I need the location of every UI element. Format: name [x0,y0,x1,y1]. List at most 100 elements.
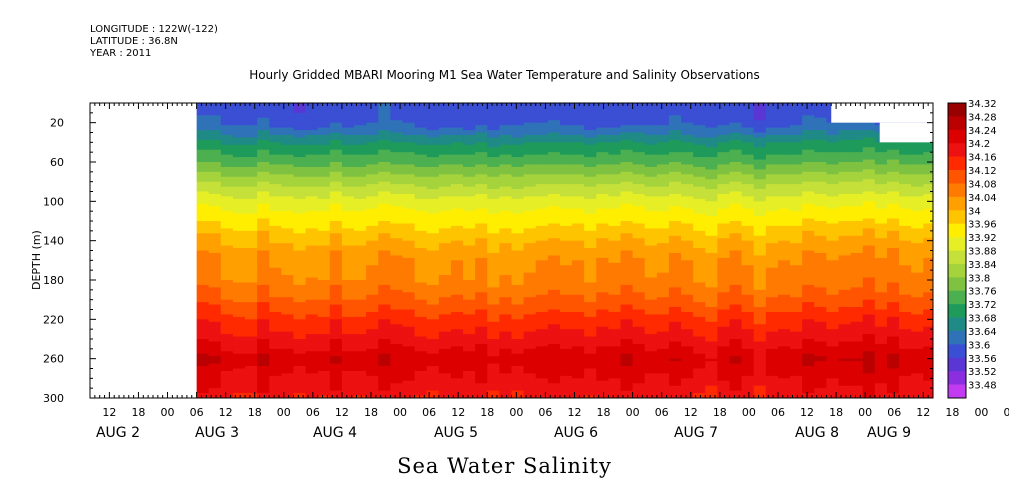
heatmap-cell [572,265,585,269]
heatmap-cell [620,358,634,362]
heatmap-cell [208,361,222,365]
heatmap-cell [196,277,210,281]
heatmap-cell [426,171,440,175]
heatmap-cell [450,144,464,148]
heatmap-cell [208,341,222,345]
heatmap-cell [329,304,343,308]
heatmap-cell [523,252,537,257]
heatmap-cell [426,380,440,384]
heatmap-cell [232,341,246,345]
heatmap-cell [620,302,634,306]
heatmap-cell [317,395,331,398]
heatmap-cell [245,277,258,281]
heatmap-cell [257,331,270,335]
heatmap-cell [632,314,646,318]
heatmap-cell [378,132,391,136]
heatmap-cell [354,280,367,284]
heatmap-cell [547,110,561,114]
heatmap-cell [620,314,634,318]
heatmap-cell [620,228,634,232]
heatmap-cell [305,361,319,365]
heatmap-cell [220,346,234,350]
heatmap-cell [257,267,270,271]
heatmap-cell [668,203,682,207]
heatmap-cell [620,378,634,382]
heatmap-cell [620,112,634,116]
heatmap-cell [438,120,452,124]
heatmap-cell [402,125,416,129]
heatmap-cell [390,208,404,212]
heatmap-cell [317,324,331,328]
heatmap-cell [584,221,597,225]
heatmap-cell [414,319,428,323]
heatmap-cell [681,193,694,198]
heatmap-cell [390,361,404,365]
heatmap-cell [644,348,658,352]
heatmap-cell [305,179,319,183]
heatmap-cell [305,193,319,198]
heatmap-cell [245,142,258,146]
heatmap-cell [584,127,597,131]
heatmap-cell [559,294,573,298]
heatmap-cell [572,343,585,347]
heatmap-cell [281,181,295,185]
heatmap-cell [402,294,416,298]
heatmap-cell [390,343,404,347]
heatmap-cell [450,289,464,293]
heatmap-cell [414,294,428,298]
heatmap-cell [245,255,258,259]
heatmap-cell [281,184,295,188]
heatmap-cell [269,223,282,227]
heatmap-cell [559,193,573,198]
heatmap-cell [584,395,597,398]
heatmap-cell [329,280,343,284]
heatmap-cell [511,179,525,183]
heatmap-cell [438,186,452,190]
heatmap-cell [596,211,609,215]
heatmap-cell [208,110,222,114]
heatmap-cell [620,289,634,293]
heatmap-cell [245,216,258,220]
heatmap-cell [499,358,513,362]
heatmap-cell [426,309,440,313]
heatmap-cell [511,105,525,109]
heatmap-cell [499,275,513,279]
heatmap-cell [668,152,682,156]
heatmap-cell [341,351,355,355]
heatmap-cell [257,243,270,247]
heatmap-cell [511,353,525,357]
heatmap-cell [450,112,464,116]
heatmap-cell [559,252,573,257]
heatmap-cell [620,238,634,242]
heatmap-cell [511,115,525,119]
heatmap-cell [354,181,367,185]
heatmap-cell [584,110,597,114]
heatmap-cell [305,277,319,281]
heatmap-cell [463,105,476,109]
heatmap-cell [402,201,416,205]
heatmap-cell [329,348,343,352]
heatmap-cell [572,157,585,161]
heatmap-cell [269,233,282,237]
heatmap-cell [245,196,258,200]
heatmap-cell [596,171,609,175]
heatmap-cell [463,341,476,345]
heatmap-cell [511,139,525,143]
heatmap-cell [281,142,295,146]
heatmap-cell [511,297,525,301]
heatmap-cell [450,356,464,360]
heatmap-cell [620,198,634,202]
heatmap-cell [559,250,573,254]
heatmap-cell [305,316,319,320]
heatmap-cell [317,358,331,362]
heatmap-cell [281,346,295,350]
heatmap-cell [487,142,500,146]
heatmap-cell [220,385,234,389]
heatmap-cell [305,132,319,136]
heatmap-cell [378,351,391,355]
heatmap-cell [390,331,404,335]
heatmap-cell [232,130,246,134]
heatmap-cell [414,171,428,175]
heatmap-cell [414,142,428,146]
heatmap-cell [293,103,307,107]
